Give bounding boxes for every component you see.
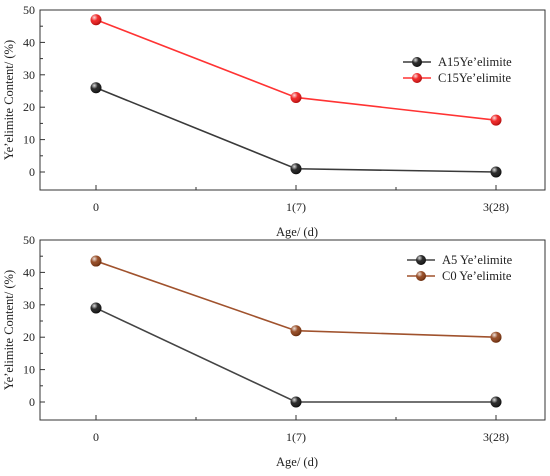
legend-label-c0: C0 Ye’elimite [442, 269, 512, 283]
y-axis: 0 10 20 30 40 50 [23, 3, 45, 179]
data-point-shine-1-0 [90, 255, 102, 267]
y-tick-label: 20 [23, 100, 35, 114]
y-tick-label: 30 [23, 68, 35, 82]
data-point-shine-0-1 [290, 163, 302, 175]
x-tick-label: 3(28) [483, 200, 509, 214]
plot-frame [39, 9, 546, 191]
y-tick-label: 10 [23, 363, 35, 377]
legend-marker-c15-shine [412, 73, 422, 83]
data-point-shine-1-2 [490, 114, 502, 126]
series-line-1 [95, 18, 497, 121]
y-tick-label: 0 [29, 165, 35, 179]
data-point-shine-1-0 [90, 14, 102, 26]
chart-panel-top: 0 10 20 30 40 50 0 1(7) 3(28) Ye’elimite Conten… [2, 3, 546, 239]
x-tick-label: 1(7) [286, 430, 306, 444]
x-axis: 0 1(7) 3(28) [93, 185, 509, 214]
y-axis-title: Ye’elimite Content/ (%) [2, 270, 16, 390]
data-point-shine-1-2 [490, 331, 502, 343]
legend-marker-a5-shine [416, 255, 426, 265]
series-group [90, 255, 502, 408]
x-tick-label: 3(28) [483, 430, 509, 444]
y-tick-label: 40 [23, 35, 35, 49]
data-point-shine-0-0 [90, 302, 102, 314]
legend-marker-a15-shine [412, 57, 422, 67]
data-point-shine-0-2 [490, 396, 502, 408]
legend-label-a15: A15Ye’elimite [438, 55, 512, 69]
y-tick-label: 50 [23, 3, 35, 17]
data-point-shine-0-1 [290, 396, 302, 408]
legend-label-a5: A5 Ye’elimite [442, 253, 513, 267]
x-tick-label: 0 [93, 430, 99, 444]
y-tick-label: 20 [23, 330, 35, 344]
x-axis-title: Age/ (d) [276, 225, 318, 239]
y-tick-label: 0 [29, 395, 35, 409]
y-axis-title: Ye’elimite Content/ (%) [2, 40, 16, 160]
legend-label-c15: C15Ye’elimite [438, 71, 511, 85]
x-tick-label: 1(7) [286, 200, 306, 214]
y-tick-label: 30 [23, 298, 35, 312]
legend-marker-c0-shine [416, 271, 426, 281]
x-axis-title: Age/ (d) [276, 455, 318, 469]
data-point-shine-0-0 [90, 82, 102, 94]
series-group [90, 14, 502, 178]
x-axis: 0 1(7) 3(28) [93, 415, 509, 444]
data-point-shine-0-2 [490, 166, 502, 178]
legend: A15Ye’elimite C15Ye’elimite [403, 55, 512, 85]
data-point-shine-1-1 [290, 91, 302, 103]
x-tick-label: 0 [93, 200, 99, 214]
y-tick-label: 40 [23, 265, 35, 279]
data-point-shine-1-1 [290, 325, 302, 337]
plot-frame [39, 239, 546, 421]
y-tick-label: 50 [23, 233, 35, 247]
y-tick-label: 10 [23, 133, 35, 147]
series-line-0 [95, 307, 496, 403]
y-axis: 0 10 20 30 40 50 [23, 233, 45, 409]
chart-panel-bottom: 0 10 20 30 40 50 0 1(7) 3(28) Ye’elimite Conten… [2, 233, 546, 469]
legend: A5 Ye’elimite C0 Ye’elimite [407, 253, 513, 283]
